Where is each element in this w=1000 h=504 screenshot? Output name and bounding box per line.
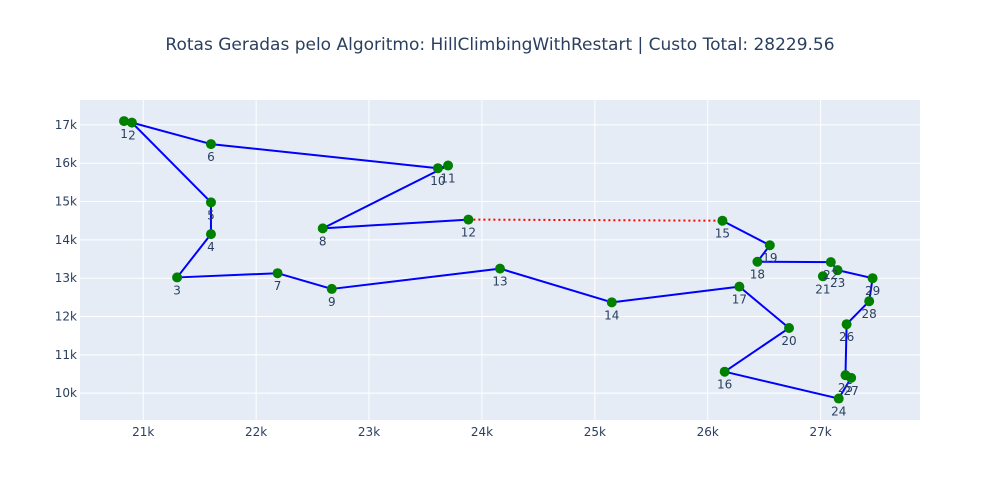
city-label: 15 — [715, 227, 730, 241]
city-marker[interactable] — [764, 240, 775, 251]
city-marker[interactable] — [832, 265, 843, 276]
city-label: 7 — [274, 279, 282, 293]
city-marker[interactable] — [825, 257, 836, 268]
city-label: 10 — [430, 174, 445, 188]
city-marker[interactable] — [606, 297, 617, 308]
gridlines — [80, 100, 920, 420]
city-label: 11 — [440, 172, 455, 186]
city-label: 24 — [831, 405, 846, 419]
city-marker[interactable] — [846, 372, 857, 383]
city-label: 17 — [732, 293, 747, 307]
city-label: 28 — [862, 307, 877, 321]
city-marker[interactable] — [205, 197, 216, 208]
y-tick-label: 13k — [55, 271, 77, 285]
city-label: 23 — [830, 276, 845, 290]
y-tick-label: 16k — [55, 156, 77, 170]
city-label: 21 — [815, 282, 830, 296]
city-marker[interactable] — [205, 229, 216, 240]
y-tick-label: 10k — [55, 386, 77, 400]
city-label: 4 — [207, 240, 215, 254]
city-label: 1 — [120, 127, 128, 141]
plot-area — [80, 100, 920, 420]
connector-line — [468, 218, 723, 222]
city-label: 6 — [207, 150, 215, 164]
x-tick-label: 22k — [245, 425, 267, 439]
city-marker[interactable] — [719, 366, 730, 377]
city-label: 14 — [604, 308, 619, 322]
city-marker[interactable] — [463, 214, 474, 225]
city-marker[interactable] — [432, 163, 443, 174]
city-marker[interactable] — [864, 296, 875, 307]
x-tick-label: 25k — [584, 425, 606, 439]
city-label: 22 — [823, 268, 838, 282]
y-tick-label: 11k — [55, 348, 77, 362]
y-tick-label: 15k — [55, 195, 77, 209]
x-tick-label: 23k — [358, 425, 380, 439]
x-tick-label: 26k — [697, 425, 719, 439]
city-label: 2 — [128, 129, 136, 143]
city-label: 19 — [762, 251, 777, 265]
x-tick-label: 21k — [132, 425, 154, 439]
route-line — [131, 121, 874, 400]
y-axis: 10k 11k 12k 13k 14k 15k 16k 17k — [55, 118, 77, 400]
city-marker[interactable] — [172, 272, 183, 283]
city-label: 20 — [781, 334, 796, 348]
city-marker[interactable] — [443, 160, 454, 171]
city-label: 27 — [843, 384, 858, 398]
city-label: 12 — [461, 226, 476, 240]
city-label: 13 — [492, 275, 507, 289]
city-marker[interactable] — [867, 273, 878, 284]
city-label: 25 — [838, 381, 853, 395]
city-marker[interactable] — [119, 116, 130, 127]
city-marker[interactable] — [495, 263, 505, 274]
city-marker[interactable] — [752, 256, 763, 267]
city-marker[interactable] — [126, 117, 137, 128]
city-label: 8 — [319, 234, 327, 248]
y-tick-label: 14k — [55, 233, 77, 247]
city-label: 26 — [839, 330, 854, 344]
city-label: 9 — [328, 295, 336, 309]
city-markers[interactable] — [119, 116, 878, 404]
city-marker[interactable] — [734, 281, 745, 292]
city-marker[interactable] — [717, 215, 728, 226]
y-tick-label: 17k — [55, 118, 77, 132]
x-tick-label: 27k — [810, 425, 832, 439]
chart-title: Rotas Geradas pelo Algoritmo: HillClimbi… — [165, 35, 834, 55]
city-marker[interactable] — [784, 323, 795, 334]
x-axis: 21k 22k 23k 24k 25k 26k 27k — [132, 425, 832, 439]
y-tick-label: 12k — [55, 310, 77, 324]
city-label: 16 — [717, 378, 732, 392]
city-label: 18 — [750, 268, 765, 282]
city-marker[interactable] — [272, 268, 283, 279]
city-label: 5 — [207, 208, 215, 222]
city-marker[interactable] — [317, 223, 328, 234]
city-labels: 1 234567891011121314151617181920212223242… — [120, 127, 880, 418]
x-tick-label: 24k — [471, 425, 493, 439]
city-marker[interactable] — [205, 139, 216, 150]
city-label: 3 — [173, 283, 181, 297]
city-marker[interactable] — [817, 271, 828, 282]
city-label: 29 — [865, 284, 880, 298]
city-marker[interactable] — [326, 283, 337, 294]
city-marker[interactable] — [841, 319, 852, 330]
city-marker[interactable] — [833, 393, 844, 404]
